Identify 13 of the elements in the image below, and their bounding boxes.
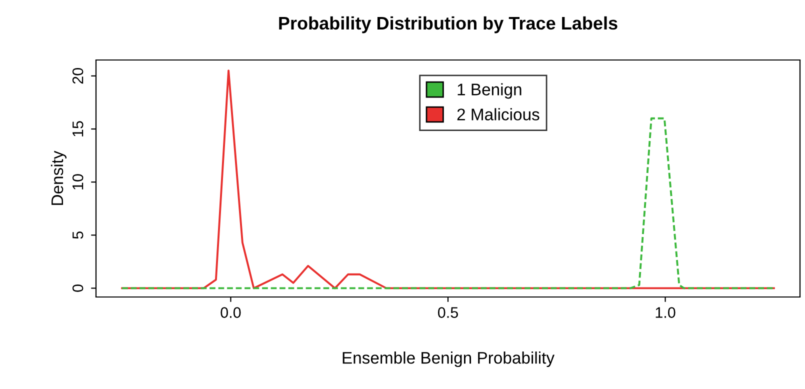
y-tick-label: 0 (72, 284, 84, 292)
x-axis-title: Ensemble Benign Probability (342, 352, 555, 368)
x-tick-label: 0.5 (438, 307, 458, 318)
y-tick-label: 5 (72, 232, 84, 239)
legend-label: 2 Malicious (457, 108, 540, 120)
x-tick-label: 0.0 (220, 307, 241, 318)
y-tick-label: 20 (72, 68, 84, 84)
chart-title: Probability Distribution by Trace Labels (279, 16, 618, 34)
y-tick-label: 10 (72, 174, 84, 190)
y-axis-title: Density (50, 150, 66, 205)
y-tick-label: 15 (72, 121, 84, 136)
legend-label: 1 Benign (458, 83, 522, 99)
x-tick-label: 1.0 (656, 307, 676, 318)
